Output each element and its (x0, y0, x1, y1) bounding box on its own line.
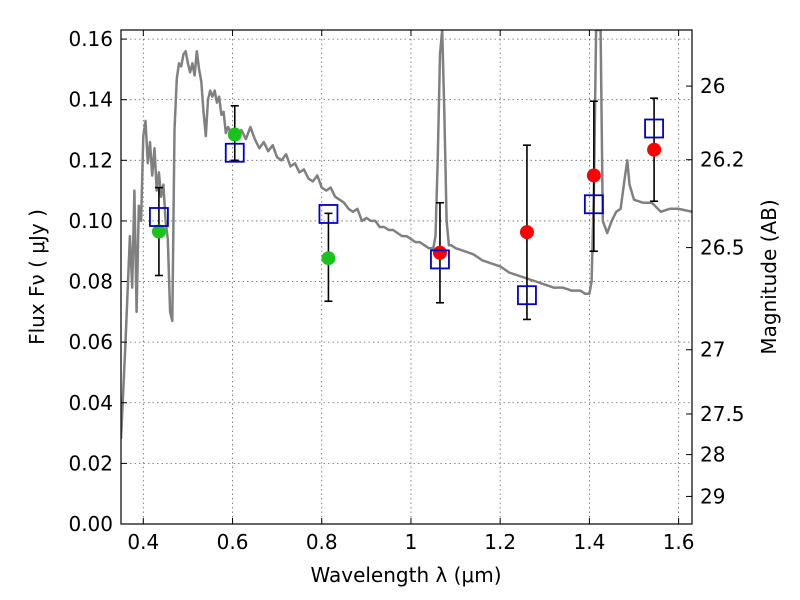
green-data-point (321, 251, 336, 266)
model-square-point (644, 118, 664, 139)
model-square-point (149, 207, 169, 227)
y-tick-label: 0.08 (68, 270, 113, 294)
y-tick-label: 0.00 (68, 512, 113, 536)
right-tick-label: 27 (700, 338, 725, 362)
red-data-point (586, 168, 601, 183)
x-tick-label: 0.4 (127, 530, 159, 554)
x-axis-label: Wavelength λ (μm) (310, 563, 501, 587)
x-tick-label: 1.2 (484, 530, 516, 554)
red-data-point (432, 245, 447, 260)
green-data-point (227, 127, 242, 142)
right-tick-label: 28 (700, 443, 725, 467)
y-tick-label: 0.04 (68, 391, 113, 415)
y-tick-label: 0.14 (68, 88, 113, 112)
y-tick-label: 0.10 (68, 209, 113, 233)
right-tick-label: 26.2 (700, 148, 745, 172)
right-tick-label: 27.5 (700, 402, 745, 426)
plot-frame (120, 29, 693, 525)
model-square-point (224, 142, 245, 163)
y-tick-label: 0.06 (68, 330, 113, 354)
x-tick-label: 0.6 (217, 530, 249, 554)
x-tick-label: 0.8 (306, 530, 338, 554)
right-tick-label: 29 (700, 484, 725, 508)
right-tick-label: 26 (700, 74, 725, 98)
x-tick-label: 1.6 (663, 530, 695, 554)
x-tick-label: 1 (405, 530, 418, 554)
template-spectrum-line (121, 30, 692, 440)
red-data-point (647, 142, 662, 157)
model-square-point (583, 194, 604, 215)
y-tick-label: 0.16 (68, 27, 113, 51)
green-data-point (151, 224, 166, 239)
y-tick-label: 0.12 (68, 148, 113, 172)
model-square-point (517, 285, 537, 306)
plot-data (121, 30, 692, 440)
model-square-point (318, 204, 339, 224)
right-tick-label: 26.5 (700, 236, 745, 260)
y-axis-label: Flux Fν ( μJy ) (25, 209, 49, 345)
model-square-point (430, 249, 450, 270)
red-data-point (519, 225, 534, 240)
x-tick-label: 1.4 (573, 530, 605, 554)
right-axis-label: Magnitude (AB) (757, 199, 781, 354)
axis-ticks: 0.4 0.6 0.8 1 1.2 1.4 1.6 0.00 0.02 0.04 0.06 0.08 0… (68, 27, 744, 554)
y-tick-label: 0.02 (68, 451, 113, 475)
